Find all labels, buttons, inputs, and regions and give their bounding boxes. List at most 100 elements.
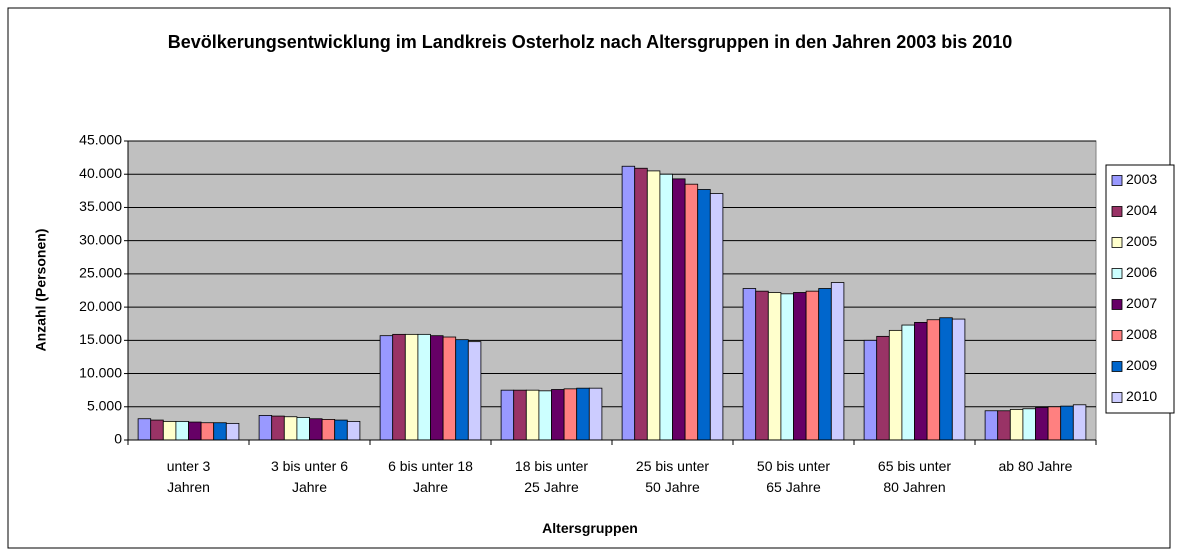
- bar: [213, 422, 227, 441]
- bar: [404, 333, 419, 441]
- bar: [1060, 405, 1074, 441]
- bar: [755, 290, 769, 441]
- bar: [467, 341, 482, 441]
- bar: [780, 293, 794, 441]
- bar: [672, 178, 686, 441]
- bar: [271, 415, 285, 441]
- legend-label: 2003: [1126, 171, 1157, 187]
- bar: [818, 288, 832, 441]
- bar: [1009, 409, 1024, 441]
- bar: [321, 419, 336, 441]
- bar: [914, 321, 928, 441]
- x-axis-label: Altersgruppen: [542, 520, 638, 536]
- legend-label: 2009: [1126, 357, 1157, 373]
- legend-swatch: [1111, 268, 1123, 279]
- x-tick-label: 6 bis unter 18 Jahre: [388, 458, 473, 495]
- x-tick-label: 18 bis unter 25 Jahre: [514, 458, 589, 495]
- bar: [442, 336, 457, 441]
- bar: [417, 333, 431, 441]
- bar: [525, 389, 540, 441]
- x-tick-label: ab 80 Jahre: [998, 458, 1073, 474]
- legend-swatch: [1111, 361, 1123, 372]
- bar: [188, 421, 202, 441]
- legend-swatch: [1111, 330, 1123, 341]
- bar: [1072, 404, 1087, 441]
- bar: [258, 415, 273, 441]
- bar: [551, 389, 565, 441]
- x-tick-label: 25 bis unter 50 Jahre: [635, 458, 710, 495]
- bar: [697, 189, 711, 441]
- bar: [150, 419, 164, 441]
- chart-title: Bevölkerungsentwicklung im Landkreis Ost…: [167, 32, 1013, 52]
- bar: [1035, 407, 1049, 441]
- bar: [430, 335, 444, 441]
- bar: [309, 418, 323, 441]
- bar: [646, 170, 661, 441]
- bar: [346, 420, 361, 441]
- y-tick-label: 35.000: [79, 198, 122, 214]
- y-tick-label: 10.000: [79, 364, 122, 380]
- bar: [225, 422, 240, 441]
- bar: [997, 410, 1011, 441]
- bar: [455, 339, 469, 441]
- bar: [951, 318, 966, 441]
- bar: [830, 282, 845, 441]
- y-tick-label: 25.000: [79, 265, 122, 281]
- y-tick-label: 5.000: [87, 397, 122, 413]
- legend-swatch: [1111, 299, 1123, 310]
- legend-swatch: [1111, 206, 1123, 217]
- legend-label: 2006: [1126, 264, 1157, 280]
- bar: [767, 292, 782, 441]
- bar: [175, 420, 189, 441]
- y-tick-label: 45.000: [79, 132, 122, 148]
- bar: [876, 335, 890, 441]
- bar: [939, 317, 953, 441]
- legend-swatch: [1111, 392, 1123, 403]
- bar: [984, 410, 999, 441]
- bar: [659, 173, 673, 441]
- bar: [296, 417, 310, 441]
- x-tick-label: unter 3 Jahren: [166, 458, 211, 495]
- y-tick-label: 20.000: [79, 298, 122, 314]
- legend-label: 2010: [1126, 388, 1157, 404]
- bar: [863, 339, 878, 441]
- legend-swatch: [1111, 175, 1123, 186]
- bar: [634, 167, 648, 441]
- bar: [563, 388, 578, 441]
- y-tick-label: 0: [114, 431, 122, 447]
- bar: [888, 329, 903, 441]
- y-tick-label: 15.000: [79, 331, 122, 347]
- legend-swatch: [1111, 237, 1123, 248]
- bar: [621, 165, 636, 441]
- y-tick-label: 30.000: [79, 231, 122, 247]
- bar: [500, 389, 515, 441]
- bar: [200, 422, 215, 441]
- legend-label: 2008: [1126, 326, 1157, 342]
- bar: [576, 387, 590, 441]
- bar: [793, 292, 807, 441]
- bar: [137, 418, 152, 441]
- bar: [709, 193, 724, 441]
- bar: [283, 416, 298, 441]
- bar: [392, 333, 406, 441]
- x-tick-label: 3 bis unter 6 Jahre: [270, 458, 349, 495]
- bar: [805, 290, 820, 441]
- bar: [513, 389, 527, 441]
- x-tick-label: 65 bis unter 80 Jahren: [877, 458, 952, 495]
- bar: [379, 335, 394, 441]
- legend-label: 2004: [1126, 202, 1157, 218]
- y-tick-label: 40.000: [79, 165, 122, 181]
- bar: [162, 420, 177, 441]
- bar: [538, 390, 552, 441]
- bar: [684, 183, 699, 441]
- bar: [1047, 406, 1062, 441]
- bar: [334, 419, 348, 441]
- bar: [926, 319, 941, 441]
- bar: [1022, 408, 1036, 441]
- legend-label: 2005: [1126, 233, 1157, 249]
- legend-label: 2007: [1126, 295, 1157, 311]
- x-tick-label: 50 bis unter 65 Jahre: [756, 458, 831, 495]
- y-axis-label: Anzahl (Personen): [33, 229, 49, 352]
